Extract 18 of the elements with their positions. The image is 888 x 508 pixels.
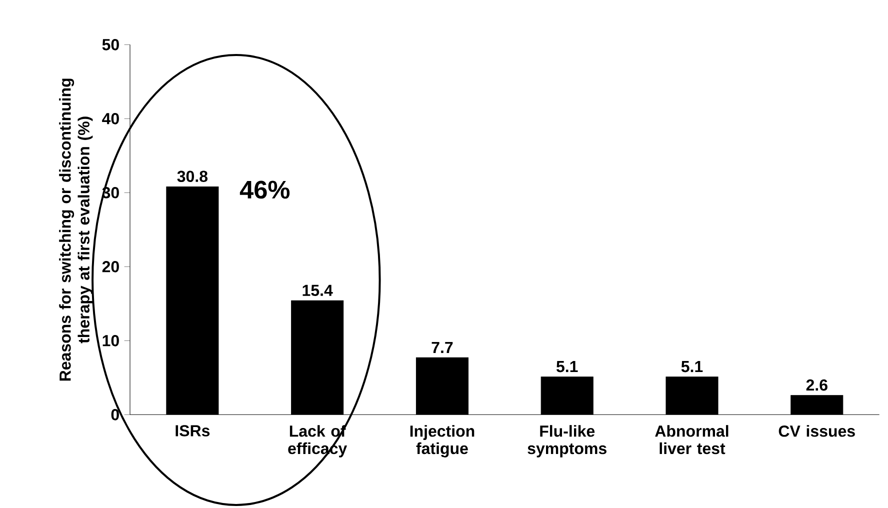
- data-label: 2.6: [806, 379, 828, 391]
- data-label: 30.8: [177, 170, 208, 182]
- data-label: 15.4: [302, 284, 333, 296]
- x-tick-label: Injection fatigue: [410, 425, 474, 458]
- x-tick-label: CV issues: [778, 425, 855, 437]
- data-label: 5.1: [556, 361, 578, 372]
- x-tick-label: Flu-like symptoms: [528, 425, 606, 458]
- y-tick-label: 50: [102, 39, 119, 50]
- y-tick-label: 20: [102, 261, 119, 272]
- y-tick-label: 10: [102, 335, 119, 346]
- data-label: 5.1: [681, 361, 703, 372]
- y-tick-label: 40: [102, 113, 119, 124]
- y-tick-label: 0: [111, 409, 119, 420]
- annotation: 46%: [240, 180, 290, 199]
- x-tick-label: ISRs: [176, 425, 210, 436]
- y-axis-title: Reasons for switching or discontinuing therapy at first evaluation (%): [59, 78, 93, 381]
- data-label: 7.7: [432, 342, 453, 353]
- x-tick-label: Abnormal liver test: [655, 425, 728, 454]
